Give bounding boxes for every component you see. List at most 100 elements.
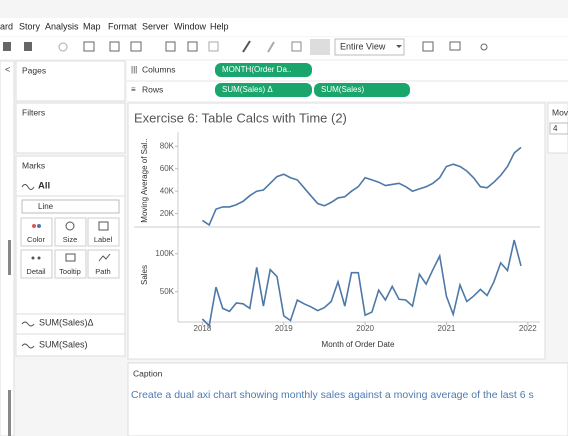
dropdown-arrow: [396, 45, 402, 48]
worksheet: [127, 102, 546, 360]
pill[interactable]: [215, 63, 312, 77]
x-tick-label: 2021: [438, 324, 456, 333]
mark-type: Line: [38, 202, 54, 211]
icon: [98, 221, 109, 231]
tool-icon[interactable]: [449, 41, 461, 51]
y-tick-label: 80K: [160, 141, 175, 150]
tool-icon[interactable]: [109, 41, 120, 52]
menu-item[interactable]: Window: [174, 21, 207, 31]
icon: [65, 221, 75, 231]
fit-label: Entire View: [340, 41, 386, 51]
card-label: Size: [63, 235, 78, 244]
icon: [37, 224, 41, 228]
icon: [32, 224, 36, 228]
toolbar-icons: [3, 39, 488, 55]
marks-field[interactable]: SUM(Sales): [39, 339, 88, 349]
fit-dropdown[interactable]: [334, 38, 405, 56]
menu-item[interactable]: ard: [0, 21, 13, 31]
menu-item[interactable]: Format: [108, 21, 137, 31]
menu-item[interactable]: Map: [83, 21, 101, 31]
card-label: Tooltip: [59, 267, 81, 276]
tool-icon[interactable]: [267, 41, 275, 53]
scrollbar: [8, 390, 11, 436]
card-label: Detail: [26, 267, 46, 276]
pill-label: SUM(Sales) Δ: [222, 85, 273, 94]
line: [201, 146, 522, 227]
tool-icon[interactable]: [165, 41, 176, 52]
tool-icon[interactable]: [3, 42, 11, 51]
shelf-label: Columns: [142, 64, 176, 74]
toolbar: [0, 37, 568, 59]
parameter-input[interactable]: [549, 122, 568, 135]
pill[interactable]: [314, 83, 410, 97]
side-strip: [0, 60, 15, 436]
mark-card[interactable]: [54, 249, 87, 279]
mark-card[interactable]: [87, 249, 120, 279]
pill[interactable]: [215, 83, 312, 97]
menu-item[interactable]: Analysis: [45, 21, 79, 31]
line-icon: [21, 184, 35, 190]
line-icon: [21, 343, 35, 349]
y-axis-title: Sales: [140, 265, 149, 285]
line: [201, 239, 522, 328]
marks-all[interactable]: All: [38, 181, 50, 192]
scrollbar: [8, 240, 11, 275]
x-axis-title: Month of Order Date: [322, 340, 395, 349]
worksheet-title: Exercise 6: Table Calcs with Time (2): [134, 110, 347, 125]
y-tick-label: 50K: [160, 287, 175, 296]
collapse-icon[interactable]: <: [5, 64, 10, 74]
x-tick-label: 2022: [519, 324, 537, 333]
caption-text: Create a dual axi chart showing monthly …: [131, 389, 534, 401]
tool-icon[interactable]: [242, 40, 251, 53]
caption-title: Caption: [133, 368, 163, 378]
tool-icon[interactable]: [187, 41, 198, 52]
y-tick-label: 60K: [160, 164, 175, 173]
y-tick-label: 20K: [160, 209, 175, 218]
marks-field[interactable]: SUM(Sales)Δ: [39, 317, 94, 327]
icon: [98, 253, 111, 262]
shelf-icon: ≡: [131, 85, 136, 94]
mark-card[interactable]: [87, 217, 120, 247]
icon: [65, 253, 76, 262]
y-axis-title: Moving Average of Sal..: [140, 138, 149, 222]
shelf-label: Rows: [142, 84, 163, 94]
chart-area: 20K 40K 60K 80K Moving Average of Sal.. 50K 10…: [134, 132, 540, 349]
tool-icon[interactable]: [24, 42, 32, 51]
tool-icon[interactable]: [480, 43, 488, 51]
card-label: Color: [27, 235, 45, 244]
tool-icon[interactable]: [422, 41, 434, 52]
pages-pane: [15, 60, 126, 102]
parameter-name: Mov: [552, 107, 568, 117]
x-tick-label: 2019: [275, 324, 293, 333]
mark-card[interactable]: [20, 249, 53, 279]
tool-icon[interactable]: [310, 39, 330, 55]
mark-card[interactable]: [54, 217, 87, 247]
pane-title: Filters: [22, 107, 45, 117]
tool-icon[interactable]: [58, 42, 68, 52]
parameter-value: 4: [553, 124, 558, 133]
tool-icon[interactable]: [291, 41, 302, 52]
tool-icon[interactable]: [130, 41, 142, 52]
caption-pane: [127, 362, 568, 436]
shelf-icon: |||: [131, 65, 137, 74]
card-icons: [31, 221, 111, 262]
icon: [37, 256, 41, 260]
tool-icon[interactable]: [83, 41, 95, 52]
mark-cards: [20, 217, 120, 279]
y-tick-label: 40K: [160, 186, 175, 195]
menu-item[interactable]: Story: [19, 21, 41, 31]
mark-card[interactable]: [20, 217, 53, 247]
mark-type-dropdown[interactable]: [21, 199, 120, 214]
menu-item[interactable]: Server: [142, 21, 169, 31]
y-tick-label: 100K: [155, 249, 174, 258]
filters-pane: [15, 102, 126, 154]
menu-bar: [0, 18, 568, 36]
pane-title: Pages: [22, 65, 46, 75]
tool-icon[interactable]: [208, 41, 219, 52]
x-tick-label: 2018: [194, 324, 212, 333]
icon: [31, 256, 35, 260]
card-label: Path: [95, 267, 110, 276]
line-icon: [21, 321, 35, 327]
menu-item[interactable]: Help: [210, 21, 229, 31]
